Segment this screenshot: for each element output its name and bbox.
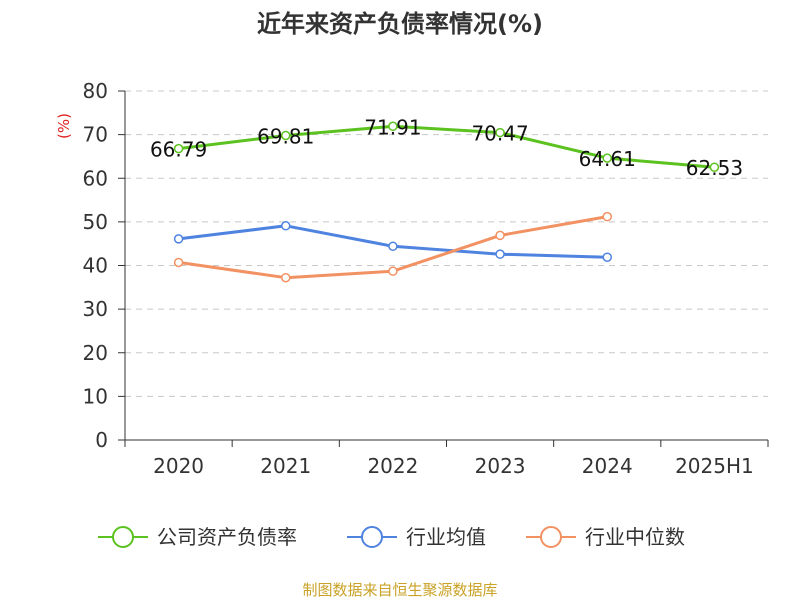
x-tick-label: 2025H1: [675, 454, 754, 478]
y-tick-label: 10: [83, 384, 108, 408]
y-tick-label: 60: [83, 166, 108, 190]
data-point: [495, 249, 505, 259]
data-point: [602, 211, 612, 222]
data-point: [281, 221, 291, 231]
data-point: [388, 241, 398, 252]
y-tick-label: 20: [83, 341, 108, 365]
data-labels: 66.79 69.81 71.91 70.47 64.61 62.53: [150, 115, 743, 180]
grid-lines: [125, 90, 768, 397]
data-point: [602, 252, 612, 262]
x-tick-label: 2020: [153, 454, 204, 478]
legend-label-1: 行业均值: [406, 525, 486, 549]
y-tick-label: 70: [83, 123, 108, 147]
series-lines: [173, 121, 720, 283]
y-tick-label: 0: [95, 428, 108, 452]
y-tick-label: 30: [83, 297, 108, 321]
x-tick-label: 2022: [367, 454, 418, 478]
legend-marker-0: [112, 526, 134, 548]
data-point: [173, 143, 184, 154]
data-label: 62.53: [686, 156, 743, 180]
y-tick-label: 40: [83, 254, 108, 278]
data-label: 64.61: [579, 147, 636, 171]
x-tick-label: 2021: [260, 454, 311, 478]
y-tick-label: 80: [83, 79, 108, 103]
data-point: [495, 127, 505, 138]
y-tick-label: 50: [83, 210, 108, 234]
data-point: [388, 121, 398, 132]
source-note: 制图数据来自恒生聚源数据库: [302, 581, 497, 599]
data-point: [173, 257, 184, 268]
data-point: [281, 272, 291, 283]
legend-marker-2: [540, 526, 562, 548]
axes: 0 10 20 30 40 50 60 70 80 2020 2021 2022 2023 2024 202…: [83, 79, 769, 478]
legend-label-0: 公司资产负债率: [157, 525, 297, 549]
data-label: 69.81: [257, 124, 314, 148]
data-point: [602, 153, 612, 163]
data-point: [281, 130, 291, 141]
y-axis-label: (%): [55, 113, 73, 139]
chart-title: 近年来资产负债率情况(%): [257, 10, 543, 38]
legend-label-2: 行业中位数: [585, 525, 685, 549]
x-tick-label: 2024: [582, 454, 633, 478]
data-point: [709, 162, 720, 172]
data-point: [388, 266, 398, 276]
series-line-0: [178, 124, 715, 169]
legend: 公司资产负债率 行业均值 行业中位数: [98, 525, 685, 549]
data-label: 70.47: [471, 122, 528, 146]
data-label: 66.79: [150, 138, 207, 162]
data-point: [495, 230, 505, 241]
legend-marker-1: [361, 526, 383, 548]
data-point: [173, 234, 184, 244]
series-line-1: [178, 224, 608, 259]
x-tick-label: 2023: [475, 454, 526, 478]
data-label: 71.91: [364, 115, 421, 139]
